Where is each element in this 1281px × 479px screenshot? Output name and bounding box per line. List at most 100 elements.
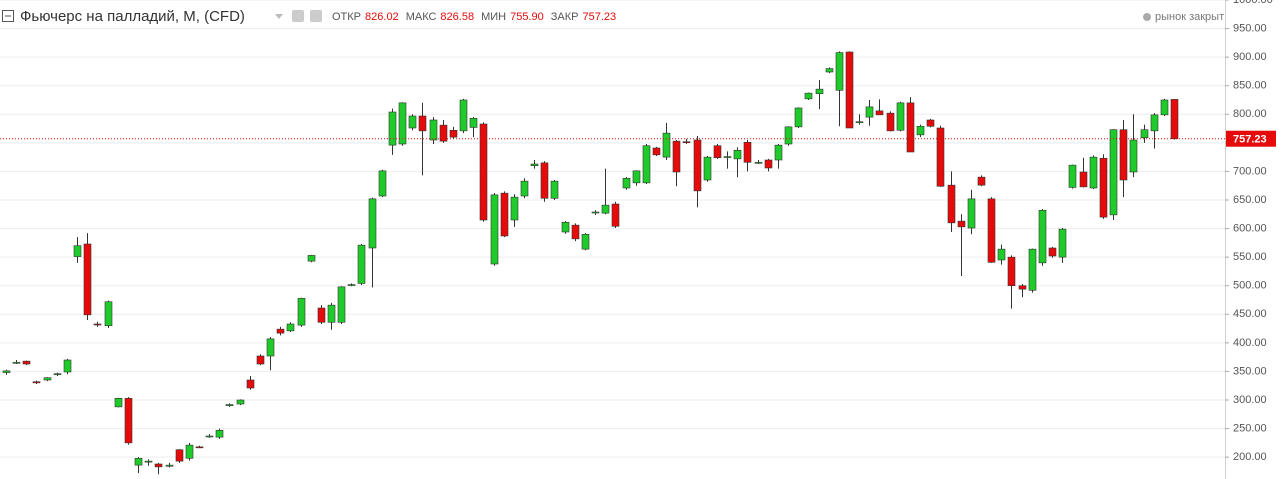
candle-body <box>906 102 915 153</box>
candle-body <box>601 204 610 214</box>
status-dot <box>1143 13 1151 21</box>
candle-body <box>723 156 732 158</box>
candle-body <box>469 117 478 128</box>
candle-body <box>347 284 356 286</box>
candle-body <box>622 177 631 189</box>
candle-body <box>43 377 52 381</box>
candle-body <box>73 245 82 257</box>
candle-body <box>672 140 681 173</box>
y-tick-label: 950.00 <box>1233 22 1267 34</box>
y-tick-label: 400.00 <box>1233 337 1267 349</box>
candle-body <box>825 68 834 73</box>
dropdown-arrow[interactable] <box>275 14 283 19</box>
candle-body <box>947 184 956 224</box>
candle-body <box>185 444 194 459</box>
y-tick-label: 550.00 <box>1233 251 1267 263</box>
candle-body <box>886 112 895 132</box>
candle-body <box>693 139 702 192</box>
candle-body <box>754 161 763 164</box>
y-tick-label: 850.00 <box>1233 80 1267 92</box>
candle-body <box>266 338 275 357</box>
candle-body <box>215 429 224 438</box>
candle-body <box>337 286 346 323</box>
candle-body <box>835 52 844 91</box>
candle-body <box>22 360 31 365</box>
market-status: рынок закрыт <box>1155 11 1224 23</box>
candle-body <box>104 301 113 327</box>
candle-body <box>764 159 773 169</box>
candle-body <box>794 107 803 128</box>
candle-body <box>652 147 661 156</box>
candle-body <box>114 397 123 408</box>
candle-body <box>175 449 184 462</box>
candle-body <box>1079 171 1088 188</box>
candle-body <box>1068 164 1077 188</box>
candle-body <box>957 220 966 228</box>
candle-body <box>297 297 306 326</box>
ohlc-value: 757.23 <box>582 11 616 23</box>
candle-body <box>1119 129 1128 181</box>
last-price-tag <box>1226 130 1276 147</box>
candle-body <box>500 192 509 237</box>
candle-body <box>804 92 813 100</box>
ohlc-value: 826.02 <box>365 11 399 23</box>
candle-body <box>144 460 153 463</box>
candle-body <box>561 221 570 233</box>
candle-body <box>1018 285 1027 290</box>
candle-body <box>936 127 945 187</box>
candle-body <box>195 446 204 449</box>
candle-body <box>357 244 366 284</box>
candle-body <box>317 307 326 323</box>
candle-body <box>388 111 397 146</box>
y-tick-label: 300.00 <box>1233 394 1267 406</box>
candle-body <box>53 373 62 376</box>
ohlc-value: 826.58 <box>440 11 474 23</box>
candle-body <box>916 125 925 136</box>
candle-body <box>1170 99 1179 140</box>
candle-body <box>449 129 458 138</box>
ohlc-value: 755.90 <box>510 11 544 23</box>
candle-body <box>418 115 427 132</box>
candle-body <box>815 88 824 95</box>
candle-body <box>2 370 11 373</box>
candle-body <box>662 132 671 158</box>
candle-body <box>307 255 316 262</box>
y-tick-label: 800.00 <box>1233 108 1267 120</box>
candle-body <box>124 397 133 444</box>
candle-body <box>439 124 448 142</box>
candle-body <box>154 463 163 468</box>
candle-body <box>926 119 935 127</box>
hide-icon[interactable] <box>310 10 322 22</box>
candle-body <box>93 323 102 326</box>
candle-body <box>713 145 722 159</box>
candle-body <box>896 102 905 131</box>
settings-icon[interactable] <box>292 10 304 22</box>
ohlc-name: ОТКР <box>332 11 361 23</box>
candle-body <box>1058 228 1067 258</box>
y-tick-label: 200.00 <box>1233 451 1267 463</box>
last-price-label: 757.23 <box>1233 134 1267 146</box>
ohlc-name: МИН <box>481 11 506 23</box>
candle-body <box>632 170 641 184</box>
candle-body <box>368 198 377 249</box>
y-tick-label: 250.00 <box>1233 422 1267 434</box>
candle-body <box>540 162 549 199</box>
candle-body <box>977 176 986 186</box>
candle-body <box>327 304 336 323</box>
y-tick-label: 350.00 <box>1233 365 1267 377</box>
ohlc-name: ЗАКР <box>551 11 579 23</box>
candle-body <box>875 110 884 116</box>
legend-header: Фьючерс на палладий, M, (CFD) ОТКР 826.02… <box>2 8 1224 25</box>
candle-body <box>63 359 72 373</box>
y-tick-label: 600.00 <box>1233 222 1267 234</box>
candle-body <box>378 170 387 197</box>
candle-body <box>591 211 600 214</box>
candle-body <box>571 224 580 240</box>
candle-body <box>236 399 245 405</box>
candle-body <box>733 149 742 160</box>
candle-body <box>276 328 285 334</box>
candle-body <box>225 404 234 407</box>
candle-body <box>784 126 793 145</box>
candle-body <box>581 233 590 250</box>
